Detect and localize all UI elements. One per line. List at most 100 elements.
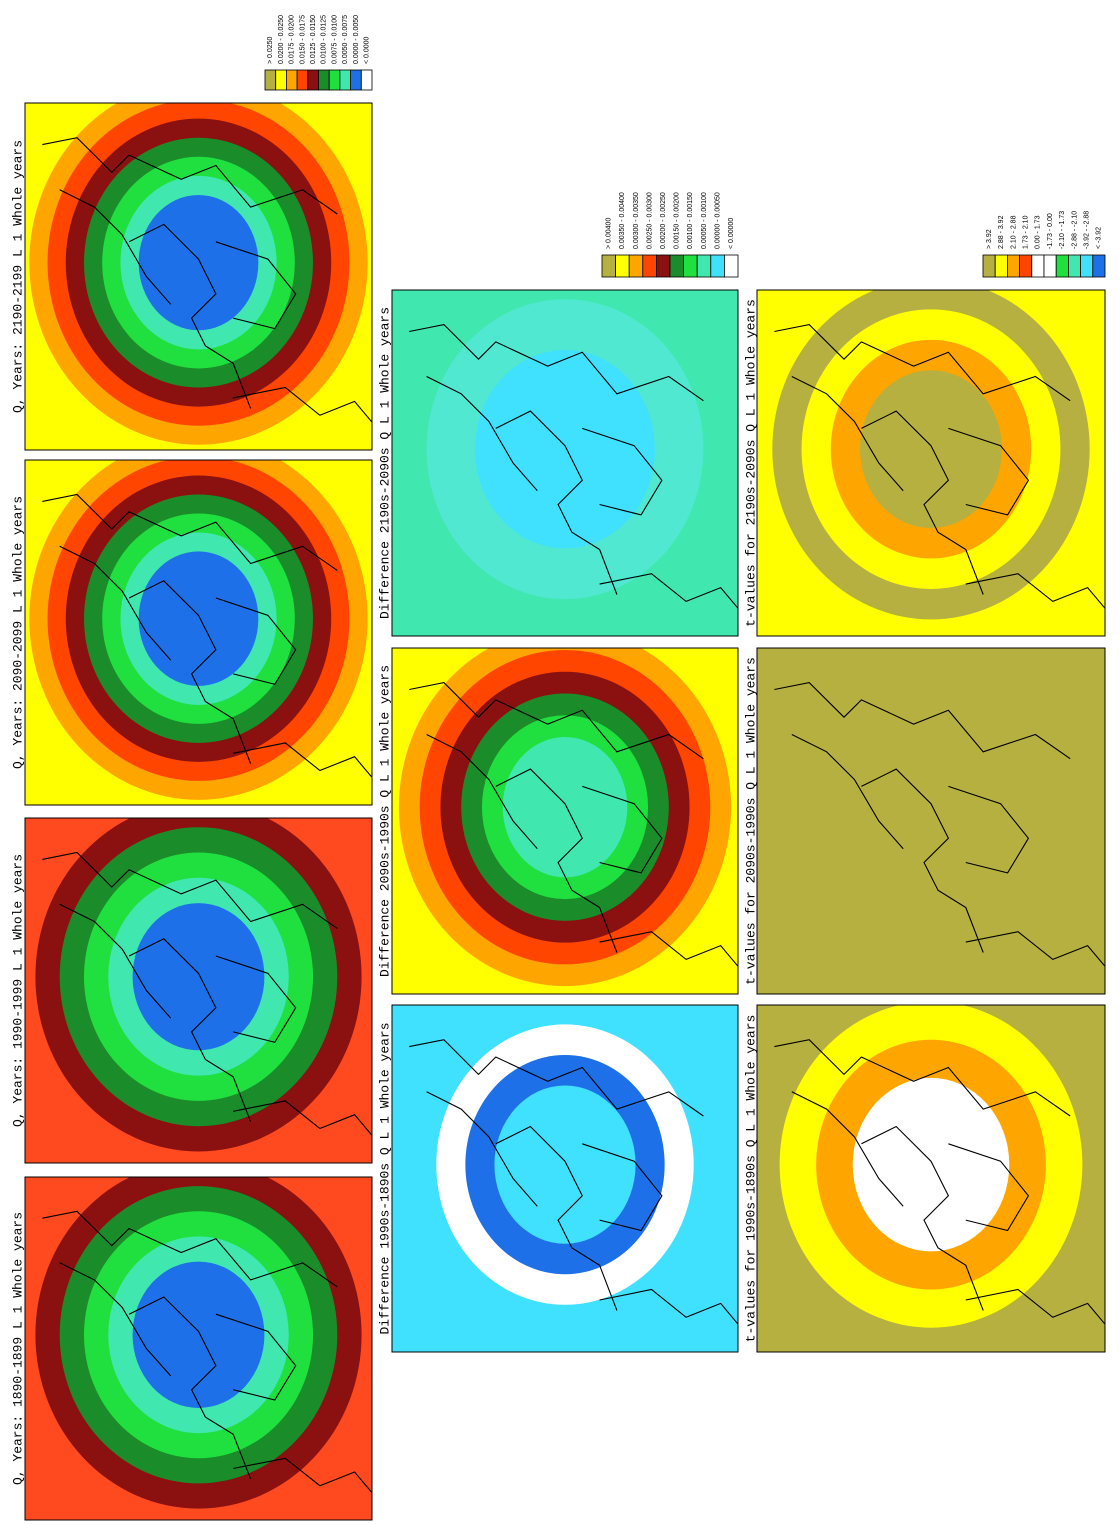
panel-title: t-values for 2090s-1990s Q L 1 Whole yea…	[743, 657, 758, 985]
legend-swatch	[286, 70, 297, 90]
map-panel: t-values for 2190s-2090s Q L 1 Whole yea…	[743, 279, 1105, 636]
legend-swatch	[329, 70, 340, 90]
contour-band	[139, 551, 259, 686]
legend-label: -3.92 - -2.88	[1084, 211, 1091, 249]
legend-swatch	[616, 255, 630, 277]
map-area	[757, 1002, 1105, 1352]
legend-label: > 3.92	[986, 229, 993, 249]
map-panel: t-values for 1990s-1890s Q L 1 Whole yea…	[743, 1002, 1105, 1352]
legend-label: 2.88 - 3.92	[998, 215, 1005, 249]
legend-label: 0.0175 - 0.0200	[289, 15, 296, 64]
legend-swatch	[1081, 255, 1093, 277]
legend-swatch	[319, 70, 330, 90]
map-area	[25, 80, 372, 450]
legend-swatch	[711, 255, 725, 277]
legend-swatch	[1020, 255, 1032, 277]
legend-swatch	[351, 70, 362, 90]
legend-swatch	[629, 255, 643, 277]
legend-label: -2.10 - -1.73	[1059, 211, 1066, 249]
contour-band	[139, 195, 259, 330]
map-area	[392, 994, 738, 1352]
map-panel: Difference 2090s-1990s Q L 1 Whole years	[377, 628, 738, 994]
legend-label: 0.00050 - 0.00100	[701, 192, 708, 249]
legend: > 3.92 2.88 - 3.92 2.10 - 2.88 1.73 - 2.10 0…	[983, 211, 1105, 277]
map-panel: Q, Years: 1990-1999 L 1 Whole years	[10, 802, 372, 1163]
legend-label: < -3.92	[1096, 227, 1103, 249]
legend-swatch	[265, 70, 276, 90]
legend-label: < 0.00000	[728, 218, 735, 249]
legend-label: 0.0100 - 0.0125	[321, 15, 328, 64]
legend-label: 0.00350 - 0.00400	[619, 192, 626, 249]
map-area	[392, 290, 738, 636]
legend-swatch	[697, 255, 711, 277]
map-panel: Q, Years: 1890-1899 L 1 Whole years	[10, 1161, 372, 1520]
map-panel: t-values for 2090s-1990s Q L 1 Whole yea…	[743, 648, 1105, 994]
map-background	[757, 648, 1105, 994]
legend-label: -1.73 - 0.00	[1047, 213, 1054, 249]
legend-label: 0.00150 - 0.00200	[674, 192, 681, 249]
legend-swatch	[684, 255, 698, 277]
map-area	[392, 628, 738, 994]
legend-label: 0.0150 - 0.0175	[299, 15, 306, 64]
panel-title: Difference 2090s-1990s Q L 1 Whole years	[377, 665, 392, 977]
legend-swatch	[670, 255, 684, 277]
panel-title: Q, Years: 1890-1899 L 1 Whole years	[10, 1212, 25, 1485]
contour-band	[133, 1262, 265, 1408]
panel-title: Q, Years: 2090-2099 L 1 Whole years	[10, 496, 25, 769]
legend-label: 0.00000 - 0.00050	[714, 192, 721, 249]
panel-title: Q, Years: 2190-2199 L 1 Whole years	[10, 140, 25, 413]
legend-label: 0.0075 - 0.0100	[331, 15, 338, 64]
panel-title: t-values for 2190s-2090s Q L 1 Whole yea…	[743, 299, 758, 627]
contour-band	[133, 903, 265, 1050]
legend-label: < 0.0000	[363, 36, 370, 64]
panel-title: Difference 2190s-2090s Q L 1 Whole years	[377, 307, 392, 619]
legend-label: 0.00250 - 0.00300	[646, 192, 653, 249]
panel-title: t-values for 1990s-1890s Q L 1 Whole yea…	[743, 1015, 758, 1343]
map-area	[757, 648, 1105, 994]
legend-label: 0.00 - 1.73	[1035, 215, 1042, 249]
legend-label: 0.00300 - 0.00350	[633, 192, 640, 249]
map-panel: Difference 1990s-1890s Q L 1 Whole years	[377, 994, 738, 1352]
legend-swatch	[602, 255, 616, 277]
figure: Q, Years: 2190-2199 L 1 Whole years Q, Ye…	[0, 0, 1120, 1524]
legend-swatch	[276, 70, 287, 90]
map-panel: Q, Years: 2190-2199 L 1 Whole years	[10, 80, 372, 450]
legend-swatch	[1007, 255, 1019, 277]
legend-label: 0.00100 - 0.00150	[687, 192, 694, 249]
legend-label: 0.0200 - 0.0250	[278, 15, 285, 64]
legend-swatch	[724, 255, 738, 277]
legend-label: -2.88 - -2.10	[1071, 211, 1078, 249]
legend-label: 2.10 - 2.88	[1010, 215, 1017, 249]
legend-swatch	[656, 255, 670, 277]
map-area	[25, 1161, 372, 1520]
map-area	[25, 802, 372, 1163]
legend-label: > 0.00400	[606, 218, 613, 249]
legend-label: 0.0050 - 0.0075	[342, 15, 349, 64]
panel-title: Q, Years: 1990-1999 L 1 Whole years	[10, 854, 25, 1127]
map-area	[25, 438, 372, 805]
legend-swatch	[983, 255, 995, 277]
legend-swatch	[361, 70, 372, 90]
legend-label: 1.73 - 2.10	[1023, 215, 1030, 249]
legend-label: 0.0125 - 0.0150	[310, 15, 317, 64]
legend-label: 0.0000 - 0.0050	[353, 15, 360, 64]
legend-label: > 0.0250	[267, 36, 274, 64]
legend-swatch	[643, 255, 657, 277]
legend: > 0.00400 0.00350 - 0.00400 0.00300 - 0.00…	[602, 192, 738, 277]
legend-swatch	[1068, 255, 1080, 277]
legend-swatch	[297, 70, 308, 90]
panel-title: Difference 1990s-1890s Q L 1 Whole years	[377, 1022, 392, 1334]
legend-swatch	[1056, 255, 1068, 277]
legend-swatch	[308, 70, 319, 90]
legend-swatch	[1032, 255, 1044, 277]
legend-swatch	[995, 255, 1007, 277]
legend-swatch	[340, 70, 351, 90]
map-panel: Q, Years: 2090-2099 L 1 Whole years	[10, 438, 372, 805]
legend-label: 0.00200 - 0.00250	[660, 192, 667, 249]
map-area	[757, 279, 1105, 636]
contour-band	[860, 370, 1002, 528]
contour-band	[494, 1086, 635, 1244]
legend-swatch	[1093, 255, 1105, 277]
legend-swatch	[1044, 255, 1056, 277]
